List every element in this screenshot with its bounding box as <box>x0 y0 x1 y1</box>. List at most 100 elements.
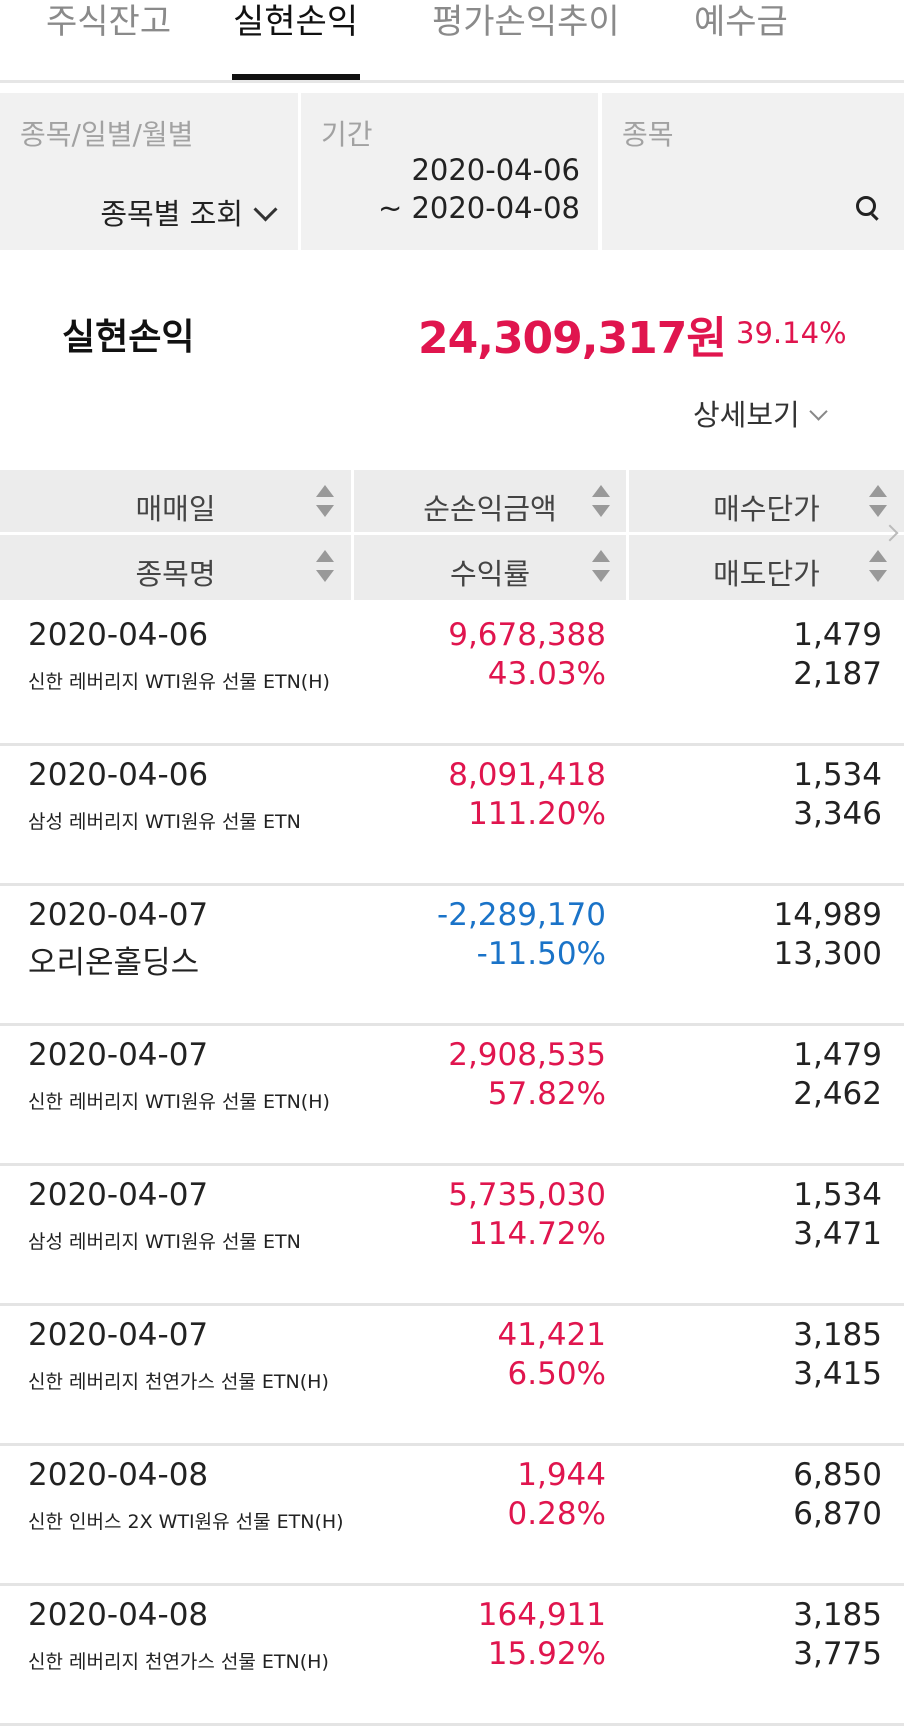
tab-stock-balance[interactable]: 주식잔고 <box>46 2 172 42</box>
stock-name: 삼성 레버리지 WTI원유 선물 ETN <box>28 1231 301 1253</box>
return-rate: 43.03% <box>487 656 606 692</box>
return-rate: 0.28% <box>507 1496 606 1532</box>
trade-date: 2020-04-06 <box>28 617 209 653</box>
tab-deposit[interactable]: 예수금 <box>694 2 788 42</box>
buy-price: 3,185 <box>793 1317 882 1353</box>
stock-label: 종목 <box>622 118 674 151</box>
table-row[interactable]: 2020-04-08 신한 레버리지 천연가스 선물 ETN(H) 164,911 1… <box>0 1583 904 1726</box>
net-profit-amount: 164,911 <box>477 1597 606 1633</box>
sort-header-net-profit[interactable]: 순손익금액 <box>354 470 626 532</box>
stock-name: 신한 레버리지 WTI원유 선물 ETN(H) <box>28 1091 330 1113</box>
trade-date: 2020-04-07 <box>28 897 209 933</box>
view-mode-value: 종목별 조회 <box>100 191 278 233</box>
header-net-profit: 순손익금액 <box>423 492 557 526</box>
sort-header-buy-price[interactable]: 매수단가 <box>629 470 904 532</box>
view-mode-label: 종목/일별/월별 <box>20 118 194 151</box>
buy-price: 1,534 <box>793 1177 882 1213</box>
tab-realized-pnl[interactable]: 실현손익 <box>233 2 359 42</box>
table-row[interactable]: 2020-04-06 삼성 레버리지 WTI원유 선물 ETN 8,091,418 1… <box>0 743 904 886</box>
return-rate: 57.82% <box>487 1076 606 1112</box>
sell-price: 3,346 <box>793 796 882 832</box>
header-sell-price: 매도단가 <box>713 557 820 591</box>
return-rate: 15.92% <box>487 1636 606 1672</box>
sell-price: 3,471 <box>793 1216 882 1252</box>
net-profit-amount: -2,289,170 <box>437 897 606 933</box>
stock-name: 신한 레버리지 천연가스 선물 ETN(H) <box>28 1651 329 1673</box>
buy-price: 14,989 <box>773 897 882 933</box>
return-rate: 6.50% <box>507 1356 606 1392</box>
return-rate: -11.50% <box>476 936 606 972</box>
active-tab-indicator <box>232 74 360 80</box>
stock-search-field[interactable]: 종목 <box>602 93 904 250</box>
summary-rate: 39.14% <box>736 316 847 350</box>
sell-price: 3,775 <box>793 1636 882 1672</box>
sort-icon <box>869 550 887 584</box>
sort-icon <box>592 485 610 519</box>
sort-icon <box>869 485 887 519</box>
sell-price: 3,415 <box>793 1356 882 1392</box>
sell-price: 13,300 <box>773 936 882 972</box>
net-profit-amount: 2,908,535 <box>448 1037 606 1073</box>
sell-price: 2,187 <box>793 656 882 692</box>
table-header: 매매일 순손익금액 매수단가 종목명 수익률 매도단가 <box>0 470 904 600</box>
net-profit-amount: 8,091,418 <box>448 757 606 793</box>
table-row[interactable]: 2020-04-07 신한 레버리지 천연가스 선물 ETN(H) 41,421 6.… <box>0 1303 904 1446</box>
net-profit-amount: 5,735,030 <box>448 1177 606 1213</box>
return-rate: 114.72% <box>468 1216 606 1252</box>
trade-date: 2020-04-08 <box>28 1457 209 1493</box>
table-row[interactable]: 2020-04-07 삼성 레버리지 WTI원유 선물 ETN 5,735,030 1… <box>0 1163 904 1306</box>
detail-view-label: 상세보기 <box>693 398 800 432</box>
return-rate: 111.20% <box>468 796 606 832</box>
stock-name: 삼성 레버리지 WTI원유 선물 ETN <box>28 811 301 833</box>
sort-icon <box>592 550 610 584</box>
buy-price: 6,850 <box>793 1457 882 1493</box>
header-buy-price: 매수단가 <box>713 492 820 526</box>
sort-header-trade-date[interactable]: 매매일 <box>0 470 351 532</box>
header-stock-name: 종목명 <box>135 557 216 591</box>
trade-date: 2020-04-08 <box>28 1597 209 1633</box>
header-trade-date: 매매일 <box>135 492 216 526</box>
sort-header-return-rate[interactable]: 수익률 <box>354 535 626 600</box>
period-start: 2020-04-06 <box>411 153 580 187</box>
net-profit-amount: 9,678,388 <box>448 617 606 653</box>
buy-price: 3,185 <box>793 1597 882 1633</box>
buy-price: 1,534 <box>793 757 882 793</box>
view-mode-select[interactable]: 종목/일별/월별 종목별 조회 <box>0 93 298 250</box>
sort-icon <box>316 485 334 519</box>
table-row[interactable]: 2020-04-07 오리온홀딩스 -2,289,170 -11.50% 14,989 1… <box>0 883 904 1026</box>
summary-label: 실현손익 <box>62 317 195 358</box>
stock-name: 신한 인버스 2X WTI원유 선물 ETN(H) <box>28 1511 344 1533</box>
tab-bar: 주식잔고 실현손익 평가손익추이 예수금 <box>0 0 904 83</box>
table-row[interactable]: 2020-04-06 신한 레버리지 WTI원유 선물 ETN(H) 9,678,3… <box>0 603 904 746</box>
stock-name: 오리온홀딩스 <box>28 945 200 981</box>
trade-date: 2020-04-07 <box>28 1317 209 1353</box>
sell-price: 6,870 <box>793 1496 882 1532</box>
period-select[interactable]: 기간 2020-04-06 ~ 2020-04-08 <box>301 93 598 250</box>
search-icon[interactable] <box>856 196 876 216</box>
chevron-down-icon <box>809 402 828 421</box>
net-profit-amount: 1,944 <box>517 1457 606 1493</box>
period-end: ~ 2020-04-08 <box>377 191 580 225</box>
sort-header-sell-price[interactable]: 매도단가 <box>629 535 904 600</box>
sort-header-stock-name[interactable]: 종목명 <box>0 535 351 600</box>
summary-amount: 24,309,317원 <box>418 313 727 364</box>
buy-price: 1,479 <box>793 1037 882 1073</box>
stock-name: 신한 레버리지 천연가스 선물 ETN(H) <box>28 1371 329 1393</box>
trade-date: 2020-04-07 <box>28 1037 209 1073</box>
sell-price: 2,462 <box>793 1076 882 1112</box>
trade-date: 2020-04-07 <box>28 1177 209 1213</box>
stock-name: 신한 레버리지 WTI원유 선물 ETN(H) <box>28 671 330 693</box>
period-label: 기간 <box>321 118 373 151</box>
header-return-rate: 수익률 <box>449 557 531 591</box>
table-row[interactable]: 2020-04-07 신한 레버리지 WTI원유 선물 ETN(H) 2,908,5… <box>0 1023 904 1166</box>
buy-price: 1,479 <box>793 617 882 653</box>
detail-view-toggle[interactable]: 상세보기 <box>693 392 828 434</box>
view-mode-text: 종목별 조회 <box>100 197 243 231</box>
table-row[interactable]: 2020-04-08 신한 인버스 2X WTI원유 선물 ETN(H) 1,944… <box>0 1443 904 1586</box>
net-profit-amount: 41,421 <box>497 1317 606 1353</box>
chevron-down-icon <box>253 197 278 222</box>
trade-date: 2020-04-06 <box>28 757 209 793</box>
filter-bar: 종목/일별/월별 종목별 조회 기간 2020-04-06 ~ 2020-04-… <box>0 93 904 250</box>
tab-valuation-trend[interactable]: 평가손익추이 <box>432 2 620 42</box>
sort-icon <box>316 550 334 584</box>
